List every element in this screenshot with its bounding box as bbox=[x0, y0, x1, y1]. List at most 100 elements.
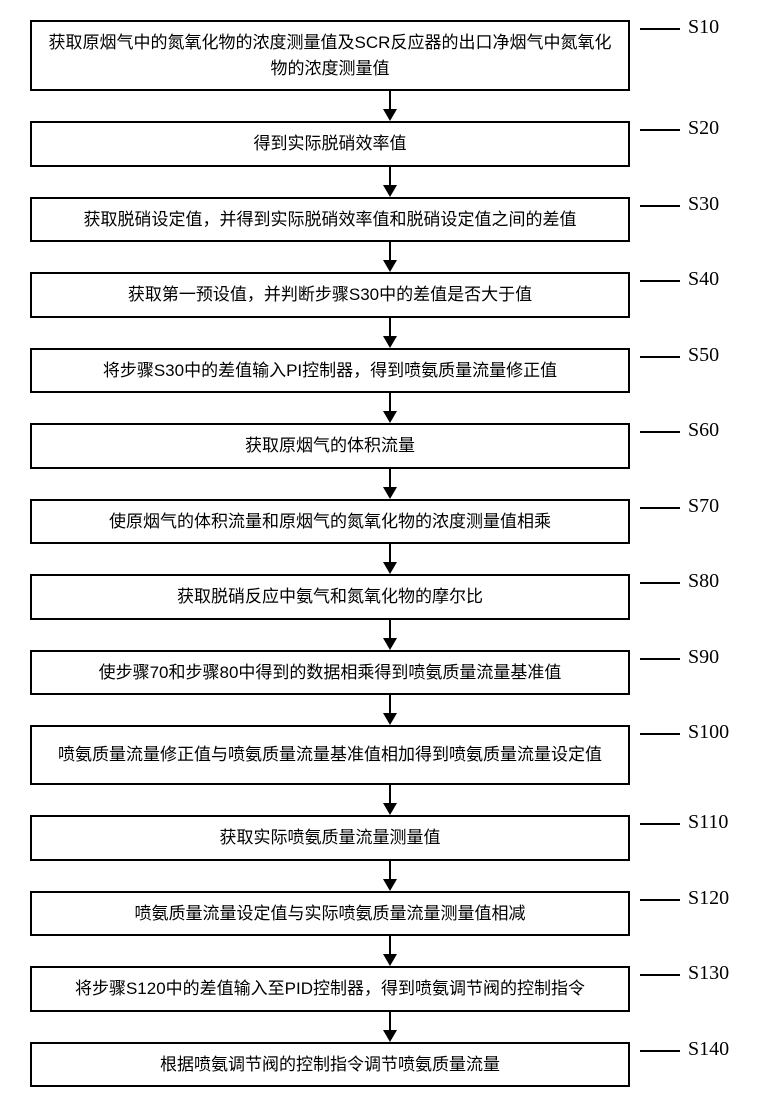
arrow-down bbox=[90, 469, 690, 499]
arrow-head-icon bbox=[383, 336, 397, 348]
step-label: S30 bbox=[680, 193, 719, 216]
arrow-head-icon bbox=[383, 879, 397, 891]
step-row: 喷氨质量流量修正值与喷氨质量流量基准值相加得到喷氨质量流量设定值 S100 bbox=[10, 725, 749, 785]
step-label-group: S140 bbox=[640, 1042, 729, 1061]
step-box: 将步骤S30中的差值输入PI控制器，得到喷氨质量流量修正值 bbox=[30, 348, 630, 394]
arrow-head-icon bbox=[383, 487, 397, 499]
step-label: S60 bbox=[680, 419, 719, 442]
step-label: S50 bbox=[680, 344, 719, 367]
step-box: 喷氨质量流量修正值与喷氨质量流量基准值相加得到喷氨质量流量设定值 bbox=[30, 725, 630, 785]
arrow-down bbox=[90, 936, 690, 966]
connector-line bbox=[640, 431, 680, 433]
connector-line bbox=[640, 28, 680, 30]
connector-line bbox=[640, 733, 680, 735]
connector-line bbox=[640, 129, 680, 131]
step-row: 得到实际脱硝效率值 S20 bbox=[10, 121, 749, 167]
arrow-stem bbox=[389, 393, 391, 411]
step-row: 获取原烟气的体积流量S60 bbox=[10, 423, 749, 469]
arrow-head-icon bbox=[383, 638, 397, 650]
step-row: 获取脱硝设定值，并得到实际脱硝效率值和脱硝设定值之间的差值S30 bbox=[10, 197, 749, 243]
arrow-down bbox=[90, 1012, 690, 1042]
step-label: S90 bbox=[680, 646, 719, 669]
arrow-stem bbox=[389, 544, 391, 562]
arrow-head-icon bbox=[383, 713, 397, 725]
step-label-group: S120 bbox=[640, 891, 729, 910]
step-label: S40 bbox=[680, 268, 719, 291]
step-row: 将步骤S120中的差值输入至PID控制器，得到喷氨调节阀的控制指令 S130 bbox=[10, 966, 749, 1012]
step-label: S130 bbox=[680, 962, 729, 985]
step-label: S120 bbox=[680, 887, 729, 910]
step-box: 获取第一预设值，并判断步骤S30中的差值是否大于值 bbox=[30, 272, 630, 318]
step-label-group: S90 bbox=[640, 650, 719, 669]
connector-line bbox=[640, 823, 680, 825]
arrow-down bbox=[90, 242, 690, 272]
step-box: 根据喷氨调节阀的控制指令调节喷氨质量流量 bbox=[30, 1042, 630, 1088]
arrow-down bbox=[90, 861, 690, 891]
step-box: 获取原烟气中的氮氧化物的浓度测量值及SCR反应器的出口净烟气中氮氧化物的浓度测量… bbox=[30, 20, 630, 91]
arrow-down bbox=[90, 91, 690, 121]
step-label-group: S70 bbox=[640, 499, 719, 518]
arrow-stem bbox=[389, 167, 391, 185]
step-label: S10 bbox=[680, 16, 719, 39]
step-box: 使原烟气的体积流量和原烟气的氮氧化物的浓度测量值相乘 bbox=[30, 499, 630, 545]
arrow-head-icon bbox=[383, 411, 397, 423]
arrow-down bbox=[90, 695, 690, 725]
step-label: S80 bbox=[680, 570, 719, 593]
arrow-stem bbox=[389, 936, 391, 954]
arrow-stem bbox=[389, 91, 391, 109]
step-label: S140 bbox=[680, 1038, 729, 1061]
step-label-group: S130 bbox=[640, 966, 729, 985]
arrow-stem bbox=[389, 318, 391, 336]
connector-line bbox=[640, 582, 680, 584]
connector-line bbox=[640, 205, 680, 207]
step-box: 获取实际喷氨质量流量测量值 bbox=[30, 815, 630, 861]
arrow-head-icon bbox=[383, 803, 397, 815]
arrow-head-icon bbox=[383, 954, 397, 966]
arrow-stem bbox=[389, 620, 391, 638]
arrow-down bbox=[90, 167, 690, 197]
step-row: 根据喷氨调节阀的控制指令调节喷氨质量流量 S140 bbox=[10, 1042, 749, 1088]
step-row: 获取脱硝反应中氨气和氮氧化物的摩尔比 S80 bbox=[10, 574, 749, 620]
step-label: S100 bbox=[680, 721, 729, 744]
arrow-head-icon bbox=[383, 185, 397, 197]
step-box: 将步骤S120中的差值输入至PID控制器，得到喷氨调节阀的控制指令 bbox=[30, 966, 630, 1012]
arrow-down bbox=[90, 544, 690, 574]
step-row: 将步骤S30中的差值输入PI控制器，得到喷氨质量流量修正值S50 bbox=[10, 348, 749, 394]
step-label-group: S10 bbox=[640, 20, 719, 39]
step-row: 使原烟气的体积流量和原烟气的氮氧化物的浓度测量值相乘 S70 bbox=[10, 499, 749, 545]
arrow-stem bbox=[389, 242, 391, 260]
step-label: S110 bbox=[680, 811, 728, 834]
step-label-group: S40 bbox=[640, 272, 719, 291]
step-box: 获取原烟气的体积流量 bbox=[30, 423, 630, 469]
step-label-group: S20 bbox=[640, 121, 719, 140]
step-label-group: S30 bbox=[640, 197, 719, 216]
arrow-down bbox=[90, 620, 690, 650]
arrow-stem bbox=[389, 1012, 391, 1030]
arrow-down bbox=[90, 393, 690, 423]
connector-line bbox=[640, 658, 680, 660]
step-label-group: S100 bbox=[640, 725, 729, 744]
arrow-stem bbox=[389, 469, 391, 487]
arrow-head-icon bbox=[383, 562, 397, 574]
step-box: 获取脱硝反应中氨气和氮氧化物的摩尔比 bbox=[30, 574, 630, 620]
arrow-head-icon bbox=[383, 1030, 397, 1042]
step-box: 喷氨质量流量设定值与实际喷氨质量流量测量值相减 bbox=[30, 891, 630, 937]
connector-line bbox=[640, 356, 680, 358]
arrow-stem bbox=[389, 861, 391, 879]
flowchart-container: 获取原烟气中的氮氧化物的浓度测量值及SCR反应器的出口净烟气中氮氧化物的浓度测量… bbox=[10, 20, 749, 1087]
arrow-stem bbox=[389, 695, 391, 713]
step-label-group: S80 bbox=[640, 574, 719, 593]
connector-line bbox=[640, 507, 680, 509]
arrow-down bbox=[90, 785, 690, 815]
step-box: 得到实际脱硝效率值 bbox=[30, 121, 630, 167]
connector-line bbox=[640, 899, 680, 901]
step-row: 使步骤70和步骤80中得到的数据相乘得到喷氨质量流量基准值 S90 bbox=[10, 650, 749, 696]
arrow-down bbox=[90, 318, 690, 348]
arrow-stem bbox=[389, 785, 391, 803]
step-label: S20 bbox=[680, 117, 719, 140]
step-label-group: S110 bbox=[640, 815, 728, 834]
arrow-head-icon bbox=[383, 109, 397, 121]
step-row: 获取第一预设值，并判断步骤S30中的差值是否大于值 S40 bbox=[10, 272, 749, 318]
step-box: 使步骤70和步骤80中得到的数据相乘得到喷氨质量流量基准值 bbox=[30, 650, 630, 696]
arrow-head-icon bbox=[383, 260, 397, 272]
